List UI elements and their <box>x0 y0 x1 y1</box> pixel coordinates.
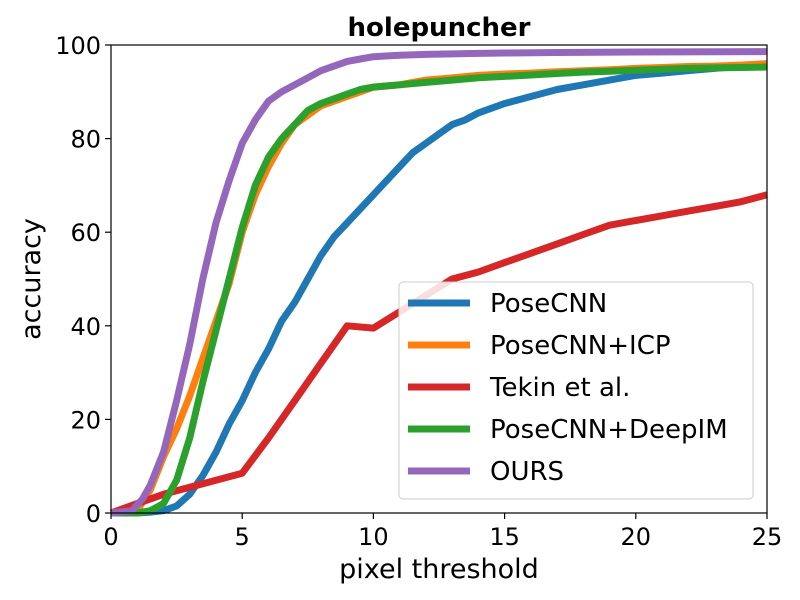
x-tick-label-4: 20 <box>621 523 652 551</box>
y-tick-label-0: 0 <box>86 500 101 528</box>
plot-frame <box>110 44 768 514</box>
series-line-3 <box>111 63 768 517</box>
x-tick-label-5: 25 <box>752 523 783 551</box>
x-tick-label-2: 10 <box>358 523 389 551</box>
y-tick-label-3: 60 <box>70 219 101 247</box>
legend-label-4: OURS <box>490 457 564 487</box>
chart-title: holepuncher <box>348 13 531 43</box>
series-line-0 <box>111 60 768 517</box>
x-axis-ticks: 0 5 10 15 20 25 <box>103 513 782 551</box>
legend-box <box>398 281 754 500</box>
y-tick-label-4: 80 <box>70 126 101 154</box>
legend-label-2: Tekin et al. <box>489 373 630 403</box>
x-tick-label-3: 15 <box>489 523 520 551</box>
x-tick-label-1: 5 <box>235 523 250 551</box>
y-tick-label-2: 40 <box>70 313 101 341</box>
legend-label-3: PoseCNN+DeepIM <box>490 415 728 445</box>
x-tick-label-0: 0 <box>103 523 118 551</box>
series-line-4 <box>110 48 768 517</box>
legend-label-0: PoseCNN <box>490 289 607 319</box>
legend-label-1: PoseCNN+ICP <box>490 331 671 361</box>
legend: PoseCNN PoseCNN+ICP Tekin et al. PoseCNN+De… <box>398 281 754 500</box>
y-tick-label-1: 20 <box>70 406 101 434</box>
y-tick-label-5: 100 <box>55 32 101 60</box>
x-axis-label: pixel threshold <box>339 554 539 585</box>
y-axis-label: accuracy <box>16 218 47 340</box>
y-axis-ticks: 0 20 40 60 80 100 <box>55 32 111 528</box>
